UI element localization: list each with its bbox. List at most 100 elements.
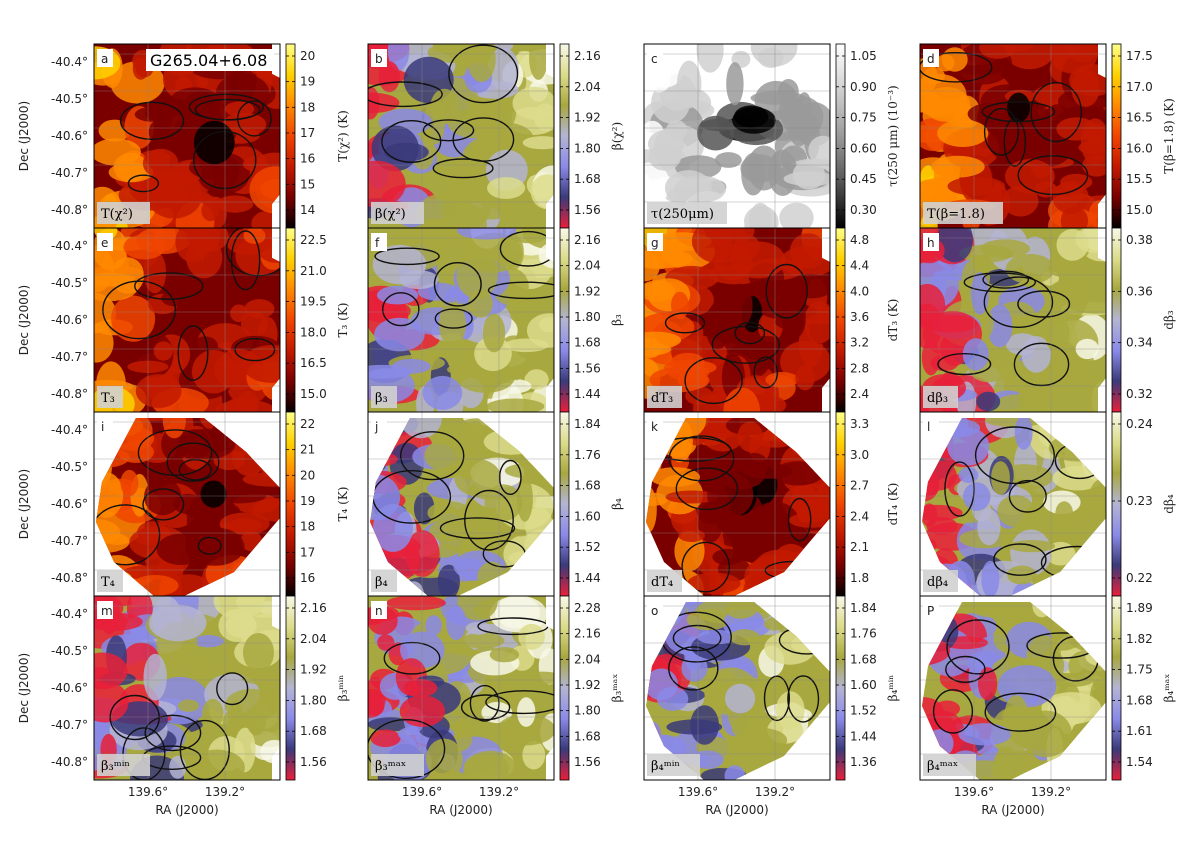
- contour: [236, 100, 272, 137]
- panel-label: τ(250μm): [651, 207, 714, 222]
- colorbar-tick-label: 1.92: [574, 678, 601, 692]
- panel-letter: d: [927, 52, 935, 66]
- colorbar-tick-label: 15: [300, 177, 315, 191]
- colorbar-tick-label: 22.5: [300, 233, 327, 247]
- colorbar-tick-label: 1.80: [300, 693, 327, 707]
- contour: [144, 714, 202, 752]
- colorbar: [285, 595, 296, 781]
- colorbar-tick-label: 1.44: [850, 729, 877, 743]
- colorbar: [559, 411, 570, 597]
- colorbar-tick-label: 1.84: [850, 601, 877, 615]
- contour: [753, 356, 779, 389]
- dec-tick-label: -40.7°: [51, 534, 88, 548]
- colorbar-tick-label: 2.7: [850, 479, 869, 493]
- colorbar-tick-label: 1.84: [574, 417, 601, 431]
- colorbar-tick-label: 1.92: [574, 284, 601, 298]
- colorbar: [559, 595, 570, 781]
- contour: [102, 280, 177, 340]
- x-axis-label: RA (J2000): [705, 803, 768, 817]
- panel-label: β₃: [375, 391, 388, 406]
- map-field: [368, 44, 554, 228]
- contour: [974, 426, 1055, 485]
- colorbar-tick-label: 2.04: [574, 259, 601, 273]
- colorbar-label: dβ₄: [1162, 494, 1176, 514]
- dec-tick-label: -40.7°: [51, 350, 88, 364]
- panel-j: j β₄ 1.84 1.76 1.68 1.60 1.52 1.44 β₄: [367, 411, 624, 597]
- contour: [937, 353, 992, 376]
- contour: [945, 655, 986, 683]
- panel-frame: [367, 595, 555, 781]
- contour: [1017, 290, 1071, 318]
- colorbar-tick-label: 2.16: [574, 627, 601, 641]
- colorbar-tick-label: 1.56: [300, 755, 327, 769]
- dec-tick-label: -40.6°: [51, 497, 88, 511]
- x-axis-label: RA (J2000): [981, 803, 1044, 817]
- y-axis-label: Dec (J2000): [17, 653, 31, 723]
- colorbar-tick-label: 20: [300, 49, 315, 63]
- colorbar-tick-label: 1.60: [850, 678, 877, 692]
- panel-label: dβ₄: [927, 575, 948, 590]
- contour: [946, 619, 1010, 675]
- contour: [963, 272, 1036, 293]
- panel-frame: [919, 595, 1107, 781]
- colorbar-tick-label: 0.75: [850, 111, 877, 125]
- colorbar-tick-label: 1.80: [574, 310, 601, 324]
- panel-label: dβ₃: [927, 391, 948, 406]
- colorbar-tick-label: 18.0: [300, 325, 327, 339]
- panel-letter: l: [927, 420, 930, 434]
- colorbar-label: dT₄ (K): [886, 483, 900, 526]
- panel-letter: P: [927, 604, 934, 618]
- panel-k: k dT₄ 3.3 3.0 2.7 2.4 2.1 1.8 dT₄ (K): [643, 411, 900, 597]
- panel-h: h dβ₃ 0.38 0.36 0.34 0.32 dβ₃: [919, 227, 1176, 413]
- contour: [932, 689, 974, 734]
- y-axis-label: Dec (J2000): [17, 101, 31, 171]
- panel-l: l dβ₄ 0.24 0.23 0.22 dβ₄: [919, 411, 1176, 597]
- contour: [368, 719, 446, 780]
- y-axis-label: Dec (J2000): [17, 285, 31, 355]
- ra-tick-label: 139.2°: [1031, 785, 1071, 799]
- colorbar-label: τ(250 μm) (10⁻³): [886, 85, 900, 187]
- contour: [1013, 342, 1070, 387]
- colorbar-tick-label: 21: [300, 443, 315, 457]
- colorbar-tick-label: 15.0: [300, 387, 327, 401]
- colorbar-tick-label: 1.44: [574, 387, 601, 401]
- contour: [119, 101, 185, 141]
- colorbar-tick-label: 2.16: [300, 601, 327, 615]
- ra-tick-label: 139.6°: [128, 785, 168, 799]
- dec-tick-label: -40.4°: [51, 55, 88, 69]
- panel-frame: [643, 595, 831, 781]
- panel-f: f β₃ 2.16 2.04 1.92 1.80 1.68 1.56 1.44 β₃: [367, 227, 624, 413]
- panel-label: dT₃: [651, 391, 673, 406]
- contour: [194, 98, 261, 121]
- contour: [381, 119, 442, 163]
- colorbar: [285, 227, 296, 413]
- colorbar-tick-label: 3.6: [850, 310, 869, 324]
- colorbar-tick-label: 0.34: [1126, 336, 1153, 350]
- colorbar-tick-label: 4.8: [850, 233, 869, 247]
- contour: [920, 52, 993, 83]
- contour: [675, 467, 739, 511]
- contour: [178, 458, 212, 481]
- colorbar-tick-label: 2.16: [574, 49, 601, 63]
- colorbar-tick-label: 2.16: [574, 233, 601, 247]
- contour: [668, 646, 719, 691]
- contour: [142, 488, 185, 521]
- colorbar-tick-label: 0.30: [850, 203, 877, 217]
- panel-letter: a: [101, 52, 108, 66]
- colorbar-tick-label: 18: [300, 100, 315, 114]
- dec-tick-label: -40.4°: [51, 423, 88, 437]
- panel-b: b β(χ²) 2.16 2.04 1.92 1.80 1.68 1.56 β(χ²): [367, 43, 624, 229]
- panel-letter: b: [375, 52, 383, 66]
- colorbar-label: β(χ²): [610, 122, 624, 150]
- panel-n: n β₃ᵐᵃˣ 2.28 2.16 2.04 1.92 1.80 1.68 1.56 β₃ᵐᵃˣ 1…: [367, 595, 624, 817]
- colorbar-tick-label: 0.38: [1126, 233, 1153, 247]
- colorbar-tick-label: 16.5: [300, 356, 327, 370]
- colorbar-tick-label: 17.0: [1126, 80, 1153, 94]
- contour: [993, 543, 1047, 576]
- colorbar-label: β₃ᵐᵃˣ: [610, 674, 624, 703]
- colorbar-tick-label: 1.05: [850, 49, 877, 63]
- colorbar-tick-label: 20: [300, 468, 315, 482]
- map-field: [920, 228, 1106, 412]
- colorbar-tick-label: 2.4: [850, 509, 869, 523]
